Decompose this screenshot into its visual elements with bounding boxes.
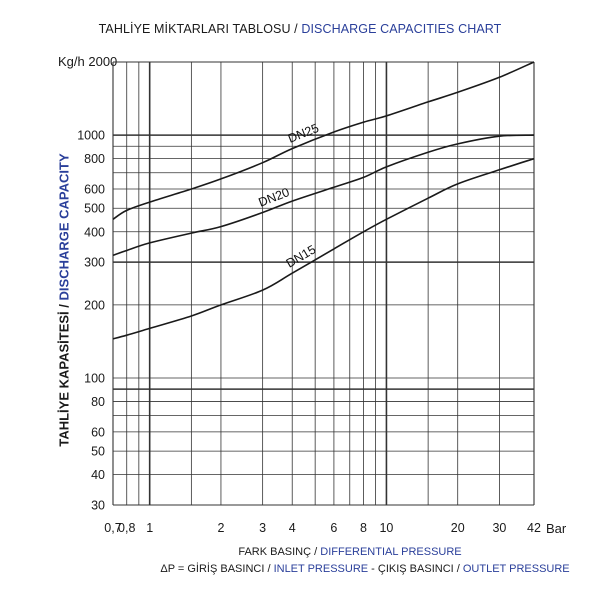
x-tick-label: 42 — [527, 521, 541, 535]
x-tick-label: 8 — [360, 521, 367, 535]
dp-outlet: OUTLET PRESSURE — [462, 563, 570, 575]
series-line-dn25 — [112, 61, 535, 220]
y-tick-label: 30 — [91, 499, 105, 513]
chart-title: TAHLİYE MİKTARLARI TABLOSU / DISCHARGE C… — [0, 22, 600, 36]
x-tick-label: 3 — [259, 521, 266, 535]
y-tick-label: 80 — [91, 395, 105, 409]
x-unit-label: Bar — [546, 521, 567, 536]
y-tick-label: 100 — [84, 372, 105, 386]
series-line-dn15 — [112, 157, 535, 340]
y-tick-label: 200 — [84, 298, 105, 312]
x-tick-label: 6 — [330, 521, 337, 535]
series-label-dn25: DN25 — [286, 121, 321, 146]
dp-middle: - ÇIKIŞ BASINCI / — [368, 563, 463, 575]
x-tick-label: 0,7 — [104, 521, 121, 535]
y-tick-label: 300 — [84, 256, 105, 270]
y-tick-label: 50 — [91, 445, 105, 459]
x-tick-label: 30 — [492, 521, 506, 535]
y-tick-label: 40 — [91, 468, 105, 482]
dp-inlet: INLET PRESSURE — [273, 563, 369, 575]
dp-prefix: ΔP = GİRİŞ BASINCI / — [160, 563, 274, 575]
y-tick-label: 400 — [84, 225, 105, 239]
y-tick-label: 60 — [91, 425, 105, 439]
x-tick-label: 2 — [217, 521, 224, 535]
y-tick-label: 500 — [84, 202, 105, 216]
series-line-dn20 — [112, 134, 535, 257]
y-unit-label: Kg/h 2000 — [58, 54, 118, 69]
x-tick-label: 10 — [379, 521, 393, 535]
chart-title-en: DISCHARGE CAPACITIES CHART — [301, 22, 502, 36]
x-axis-label-en: DIFFERENTIAL PRESSURE — [320, 546, 462, 558]
differential-pressure-formula: ΔP = GİRİŞ BASINCI / INLET PRESSURE - ÇI… — [0, 563, 600, 575]
grid — [112, 61, 535, 506]
x-tick-label: 20 — [451, 521, 465, 535]
y-tick-label: 800 — [84, 152, 105, 166]
tick-labels: 30 40 50 60 80 100 200 300 400 500 600 800 1000 0,70,… — [77, 129, 541, 535]
series-label-dn15: DN15 — [284, 242, 319, 270]
y-tick-label: 600 — [84, 182, 105, 196]
chart-title-tr: TAHLİYE MİKTARLARI TABLOSU / — [98, 22, 302, 36]
x-axis-label: FARK BASINÇ / DIFFERENTIAL PRESSURE — [0, 546, 600, 558]
x-tick-label: 4 — [289, 521, 296, 535]
x-tick-label: 0,8 — [118, 521, 135, 535]
y-tick-label: 1000 — [77, 129, 105, 143]
x-tick-label: 1 — [146, 521, 153, 535]
x-axis-label-tr: FARK BASINÇ / — [238, 546, 321, 558]
